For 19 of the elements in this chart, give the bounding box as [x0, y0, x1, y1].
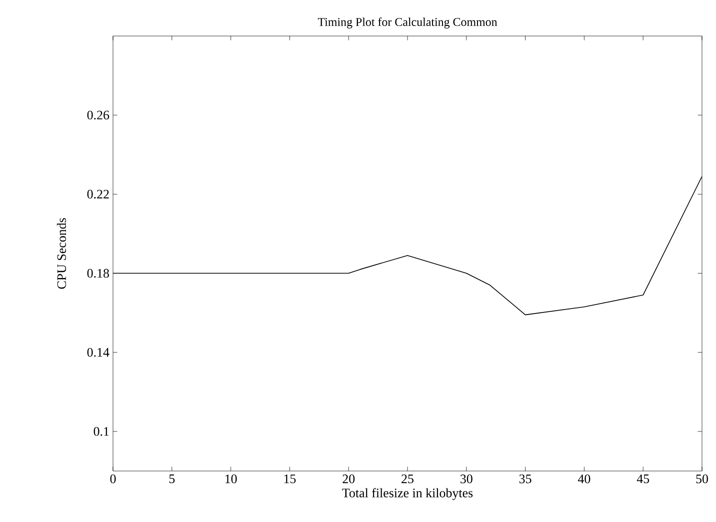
x-tick-label: 15: [284, 474, 296, 484]
y-tick-label: 0.18: [87, 268, 109, 278]
y-axis-title: CPU Seconds: [56, 218, 66, 289]
chart-title: Timing Plot for Calculating Common: [318, 17, 498, 28]
x-tick-label: 5: [169, 474, 175, 484]
x-tick-label: 0: [110, 474, 116, 484]
y-tick-label: 0.26: [87, 110, 110, 120]
y-tick-label: 0.14: [87, 348, 110, 357]
x-tick-label: 25: [402, 474, 414, 484]
y-tick-label: 0.1: [94, 427, 109, 436]
x-tick-label: 20: [342, 474, 355, 484]
x-tick-label: 45: [636, 474, 650, 484]
x-tick-label: 35: [519, 474, 532, 484]
x-tick-label: 10: [225, 474, 237, 484]
x-tick-label: 40: [578, 474, 590, 484]
x-tick-label: 30: [460, 474, 472, 484]
x-tick-label: 50: [696, 474, 708, 484]
y-tick-label: 0.22: [87, 190, 109, 199]
x-axis-title: Total filesize in kilobytes: [342, 488, 473, 500]
